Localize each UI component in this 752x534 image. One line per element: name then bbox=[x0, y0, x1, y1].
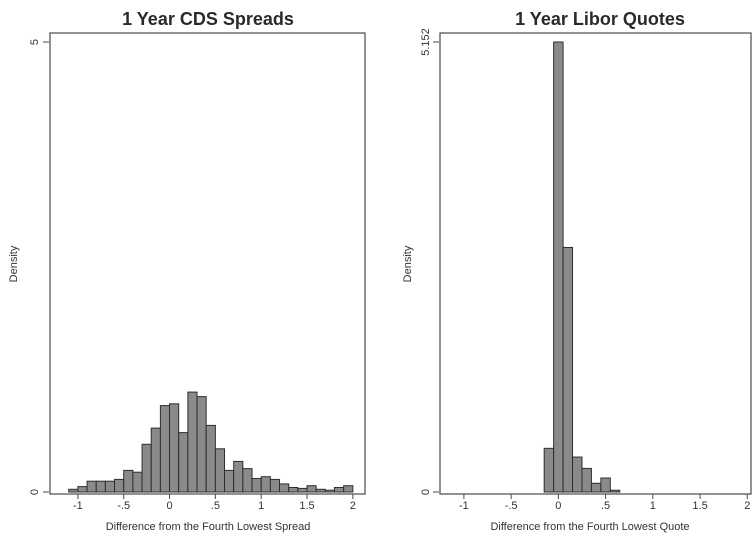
cds-histogram-panel: 1 Year CDS Spreads -1 -.5 0.5 1 1.5 2 05 Diff… bbox=[8, 9, 366, 533]
libor-y-ticks: 0 5.152 bbox=[420, 28, 439, 495]
cds-histogram-bar bbox=[196, 396, 207, 493]
libor-x-tick-label: .5 bbox=[601, 500, 610, 512]
libor-x-ticks: -1 -.5 0 .5 1 1.5 2 bbox=[459, 494, 750, 512]
libor-y-tick-label: 5.152 bbox=[420, 28, 432, 56]
cds-x-tick-label: 1.5 bbox=[299, 500, 314, 512]
cds-histogram-bar bbox=[279, 483, 290, 493]
cds-x-tick-label: -.5 bbox=[117, 500, 130, 512]
libor-histogram-bar bbox=[572, 456, 583, 493]
cds-x-tick-label: .5 bbox=[211, 500, 220, 512]
cds-y-tick-label: 0 bbox=[29, 489, 41, 495]
libor-histogram-bar bbox=[562, 246, 574, 493]
libor-histogram-bar bbox=[600, 477, 611, 493]
cds-histogram-bar bbox=[214, 448, 226, 493]
cds-histogram-bar bbox=[324, 489, 335, 493]
libor-histogram-bar bbox=[590, 482, 602, 493]
cds-histogram-bar bbox=[95, 480, 106, 493]
cds-chart-title: 1 Year CDS Spreads bbox=[122, 9, 294, 29]
cds-histogram-bar bbox=[315, 488, 326, 493]
libor-histogram-bar bbox=[553, 41, 564, 493]
libor-histogram-bar bbox=[581, 467, 592, 493]
libor-x-tick-label: 1.5 bbox=[692, 500, 707, 512]
libor-x-tick-label: -1 bbox=[459, 500, 469, 512]
cds-histogram-bar bbox=[269, 478, 281, 493]
libor-x-tick-label: 0 bbox=[555, 500, 561, 512]
cds-x-tick-label: 2 bbox=[350, 500, 356, 512]
cds-histogram-bar bbox=[251, 478, 262, 493]
cds-histogram-bar bbox=[306, 485, 317, 493]
cds-histogram-bar bbox=[77, 486, 88, 493]
cds-histogram-bar bbox=[334, 487, 345, 493]
cds-x-tick-label: 0 bbox=[166, 500, 172, 512]
libor-histogram-bar bbox=[609, 489, 621, 493]
cds-histogram-bar bbox=[150, 427, 161, 493]
libor-plot-frame bbox=[439, 32, 752, 495]
cds-x-tick-label: 1 bbox=[258, 500, 264, 512]
cds-x-axis-label: Difference from the Fourth Lowest Spread bbox=[106, 521, 311, 533]
cds-histogram-bar bbox=[233, 460, 244, 493]
cds-bars bbox=[68, 391, 354, 493]
libor-y-axis-label: Density bbox=[402, 245, 414, 282]
cds-histogram-bar bbox=[68, 488, 79, 493]
libor-bars bbox=[543, 41, 621, 493]
libor-x-axis-label: Difference from the Fourth Lowest Quote bbox=[490, 521, 689, 533]
libor-x-tick-label: -.5 bbox=[505, 500, 518, 512]
cds-y-tick-label: 5 bbox=[29, 39, 41, 45]
cds-histogram-bar bbox=[178, 432, 189, 493]
cds-histogram-bar bbox=[169, 403, 180, 493]
cds-histogram-bar bbox=[205, 424, 216, 493]
cds-histogram-bar bbox=[242, 468, 253, 493]
libor-chart-title: 1 Year Libor Quotes bbox=[515, 9, 685, 29]
libor-histogram-bar bbox=[543, 447, 555, 493]
cds-histogram-bar bbox=[260, 476, 271, 493]
cds-histogram-bar bbox=[297, 487, 308, 493]
libor-x-tick-label: 2 bbox=[744, 500, 750, 512]
cds-histogram-bar bbox=[159, 405, 171, 493]
libor-histogram-panel: 1 Year Libor Quotes -1 -.5 0 .5 1 1.5 2 0 5.152… bbox=[402, 9, 752, 533]
cds-histogram-bar bbox=[123, 469, 134, 493]
cds-histogram-bar bbox=[187, 391, 198, 493]
cds-histogram-bar bbox=[343, 485, 354, 493]
cds-y-ticks: 05 bbox=[29, 39, 49, 495]
cds-x-tick-label: -1 bbox=[73, 500, 83, 512]
cds-histogram-bar bbox=[288, 487, 299, 493]
cds-histogram-bar bbox=[114, 478, 125, 493]
cds-histogram-bar bbox=[132, 471, 143, 493]
libor-x-tick-label: 1 bbox=[650, 500, 656, 512]
cds-histogram-bar bbox=[224, 469, 235, 493]
cds-histogram-bar bbox=[141, 443, 152, 493]
cds-histogram-bar bbox=[86, 480, 97, 493]
cds-x-ticks: -1 -.5 0 .5 1 1.5 2 bbox=[73, 494, 356, 512]
libor-y-tick-label: 0 bbox=[420, 489, 432, 495]
cds-y-axis-label: Density bbox=[8, 245, 20, 282]
cds-histogram-bar bbox=[104, 480, 116, 493]
cds-plot-frame bbox=[49, 32, 366, 495]
